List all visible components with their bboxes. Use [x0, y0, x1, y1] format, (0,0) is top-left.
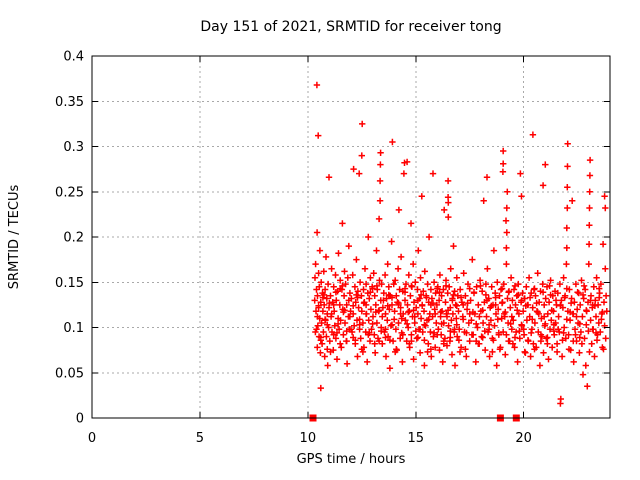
y-tick-label: 0.3 [63, 140, 84, 155]
y-tick-label: 0.35 [55, 95, 84, 110]
x-tick-label: 5 [196, 431, 204, 446]
y-tick-label: 0.15 [55, 276, 84, 291]
y-tick-label: 0.1 [63, 321, 84, 336]
y-tick-label: 0.05 [55, 366, 84, 381]
gridlines [92, 56, 610, 418]
y-tick-label: 0.4 [63, 50, 84, 65]
x-axis-label: GPS time / hours [297, 452, 406, 467]
scatter-points [311, 81, 610, 407]
plot-frame-and-ticks [91, 55, 611, 419]
x-tick-label: 15 [407, 431, 424, 446]
x-tick-label: 10 [300, 431, 317, 446]
y-tick-label: 0 [76, 412, 84, 427]
x-tick-label: 0 [88, 431, 96, 446]
x-tick-label: 20 [515, 431, 532, 446]
plus-marker-path [311, 81, 610, 407]
y-tick-label: 0.25 [55, 185, 84, 200]
chart-title: Day 151 of 2021, SRMTID for receiver ton… [200, 19, 501, 35]
y-axis-label: SRMTID / TECUs [7, 185, 22, 290]
tick-labels: 0 5 10 15 20 0 0.05 0.1 0.15 0.2 0.25 0.3 0.35 0.4 [55, 50, 532, 447]
y-tick-label: 0.2 [63, 231, 84, 246]
